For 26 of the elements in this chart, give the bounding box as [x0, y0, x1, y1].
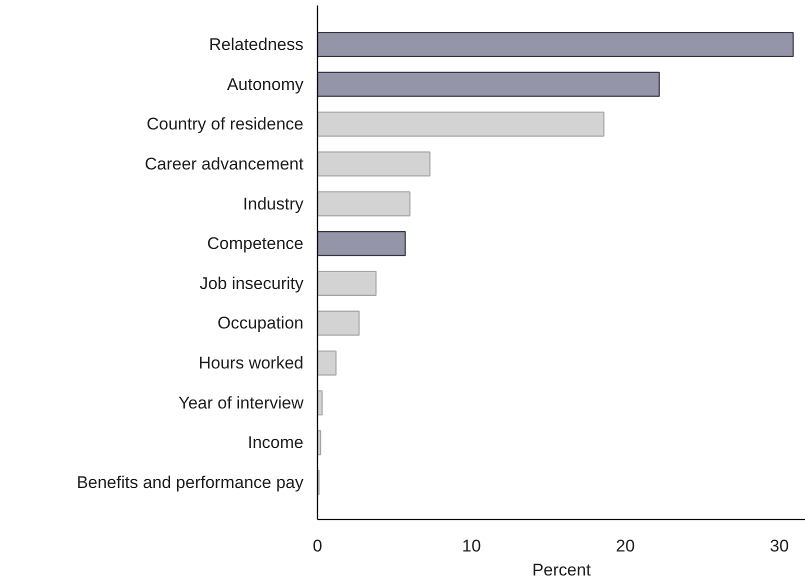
bar — [318, 112, 604, 137]
bar — [318, 151, 430, 177]
y-tick-label: Country of residence — [146, 114, 304, 134]
y-tick-label: Industry — [243, 194, 304, 214]
x-tick-label: 10 — [462, 536, 481, 556]
y-tick-label: Job insecurity — [200, 274, 304, 293]
bar — [318, 270, 377, 296]
y-tick-label: Career advancement — [144, 154, 304, 174]
x-tick-label: 30 — [770, 536, 789, 556]
y-tick-label: Occupation — [218, 314, 304, 333]
y-tick-label: Benefits and performance pay — [76, 472, 304, 492]
y-tick-label: Competence — [207, 234, 304, 254]
bar — [318, 231, 406, 256]
y-tick-label: Autonomy — [226, 74, 304, 94]
x-tick-label: 20 — [616, 536, 635, 556]
x-axis-title: Percent — [532, 560, 592, 580]
y-tick-label: Income — [248, 433, 304, 452]
bar — [318, 72, 660, 97]
bar — [318, 32, 794, 58]
bar — [318, 191, 410, 216]
bar — [318, 310, 360, 336]
y-tick-label: Hours worked — [198, 354, 304, 373]
x-tick-label: 0 — [312, 536, 322, 556]
y-tick-label: Relatedness — [208, 35, 304, 54]
bar — [318, 350, 337, 376]
y-tick-label: Year of interview — [178, 393, 304, 412]
